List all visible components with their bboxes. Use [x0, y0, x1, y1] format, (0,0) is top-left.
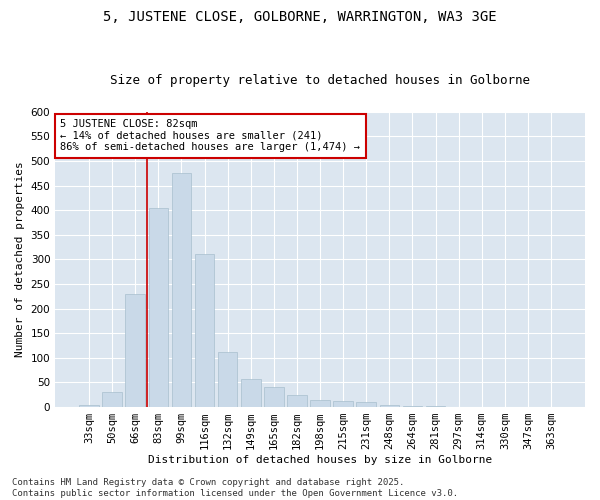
Bar [103, 392, 122, 407]
Bar [356, 402, 376, 407]
Bar [403, 406, 422, 407]
Bar [334, 400, 353, 407]
Bar [149, 208, 168, 407]
Bar [125, 294, 145, 407]
X-axis label: Distribution of detached houses by size in Golborne: Distribution of detached houses by size … [148, 455, 492, 465]
Y-axis label: Number of detached properties: Number of detached properties [15, 162, 25, 358]
Bar [195, 254, 214, 407]
Text: 5 JUSTENE CLOSE: 82sqm
← 14% of detached houses are smaller (241)
86% of semi-de: 5 JUSTENE CLOSE: 82sqm ← 14% of detached… [61, 119, 361, 152]
Bar [287, 395, 307, 407]
Bar [380, 404, 399, 407]
Bar [241, 379, 260, 407]
Bar [426, 406, 445, 407]
Text: Contains HM Land Registry data © Crown copyright and database right 2025.
Contai: Contains HM Land Registry data © Crown c… [12, 478, 458, 498]
Title: Size of property relative to detached houses in Golborne: Size of property relative to detached ho… [110, 74, 530, 87]
Bar [218, 352, 238, 407]
Bar [310, 400, 330, 407]
Bar [79, 404, 99, 407]
Text: 5, JUSTENE CLOSE, GOLBORNE, WARRINGTON, WA3 3GE: 5, JUSTENE CLOSE, GOLBORNE, WARRINGTON, … [103, 10, 497, 24]
Bar [264, 388, 284, 407]
Bar [172, 174, 191, 407]
